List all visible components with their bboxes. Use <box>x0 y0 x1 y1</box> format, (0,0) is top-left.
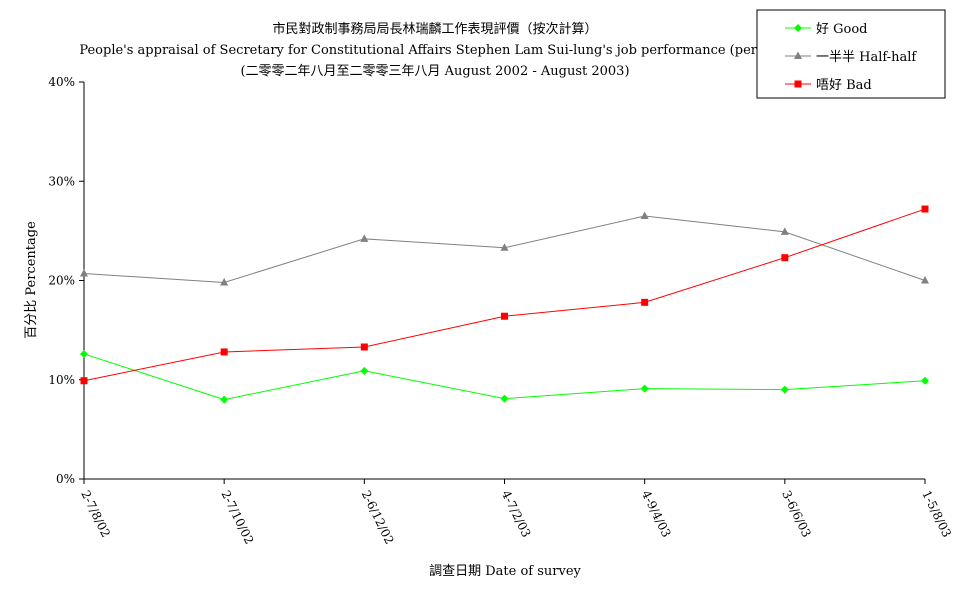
y-tick-label: 40% <box>48 75 75 89</box>
y-tick-label: 20% <box>48 274 75 288</box>
y-axis-label: 百分比 Percentage <box>24 221 39 339</box>
data-point <box>641 298 649 306</box>
chart-title-block: 市民對政制事務局局長林瑞麟工作表現評價（按次計算） People's appra… <box>79 21 790 79</box>
series-line <box>83 208 926 382</box>
data-point <box>501 312 508 320</box>
series-triangle <box>80 211 929 286</box>
data-point <box>360 343 368 351</box>
x-tick-label: 4-9/4/03 <box>639 488 674 539</box>
data-point <box>640 384 649 393</box>
data-point <box>780 227 789 235</box>
series-square <box>80 205 929 385</box>
x-tick-label: 1-5/8/03 <box>919 488 954 539</box>
chart-title-chinese: 市民對政制事務局局長林瑞麟工作表現評價（按次計算） <box>272 21 597 37</box>
y-tick-label: 0% <box>56 472 75 486</box>
data-point <box>640 211 649 219</box>
chart-subtitle-period: (二零零二年八月至二零零三年八月 August 2002 - August 20… <box>240 64 629 79</box>
x-axis-label: 調查日期 Date of survey <box>429 564 581 579</box>
chart-title-english: People's appraisal of Secretary for Cons… <box>79 43 790 58</box>
data-point <box>80 349 88 358</box>
legend-label: 唔好 Bad <box>816 78 872 93</box>
x-tick-label: 2-7/10/02 <box>218 488 256 546</box>
data-point <box>780 385 789 394</box>
x-axis-ticks: 2-7/8/02 2-7/10/02 2-6/12/02 4-7/2/03 4-9/4/… <box>78 479 954 546</box>
y-tick-label: 10% <box>48 373 75 387</box>
legend: 好 Good 一半半 Half-half 唔好 Bad <box>756 9 946 99</box>
data-point <box>80 269 88 277</box>
x-tick-label: 4-7/2/03 <box>499 488 534 539</box>
data-point <box>360 234 369 242</box>
data-point <box>220 348 228 356</box>
legend-marker <box>794 24 802 32</box>
legend-marker <box>794 80 802 88</box>
series-layer <box>80 205 929 404</box>
data-point <box>781 254 789 262</box>
series-diamond <box>80 349 929 404</box>
x-tick-label: 2-6/12/02 <box>359 488 397 546</box>
y-tick-label: 30% <box>48 174 75 188</box>
data-point <box>360 366 369 375</box>
data-point <box>220 395 229 404</box>
data-point <box>500 394 509 403</box>
legend-box <box>756 9 946 99</box>
x-tick-label: 2-7/8/02 <box>78 488 113 539</box>
series-line <box>83 353 926 401</box>
axes <box>83 82 925 480</box>
data-point <box>921 205 929 213</box>
data-point <box>80 377 88 385</box>
data-point <box>921 276 929 284</box>
data-point <box>500 243 509 251</box>
legend-marker <box>794 51 802 59</box>
legend-label: 好 Good <box>816 22 868 37</box>
y-axis-ticks: 0% 10% 20% 30% 40% <box>48 75 84 486</box>
data-point <box>921 376 929 385</box>
legend-label: 一半半 Half-half <box>816 50 917 65</box>
x-tick-label: 3-6/6/03 <box>779 488 814 539</box>
data-point <box>220 277 229 286</box>
